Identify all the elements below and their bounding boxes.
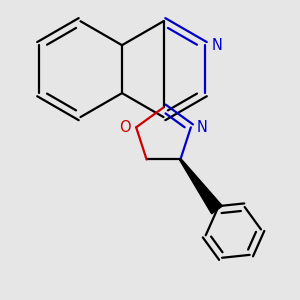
Polygon shape (180, 159, 222, 214)
Text: N: N (212, 38, 223, 53)
Text: N: N (196, 120, 207, 135)
Text: O: O (119, 120, 131, 135)
